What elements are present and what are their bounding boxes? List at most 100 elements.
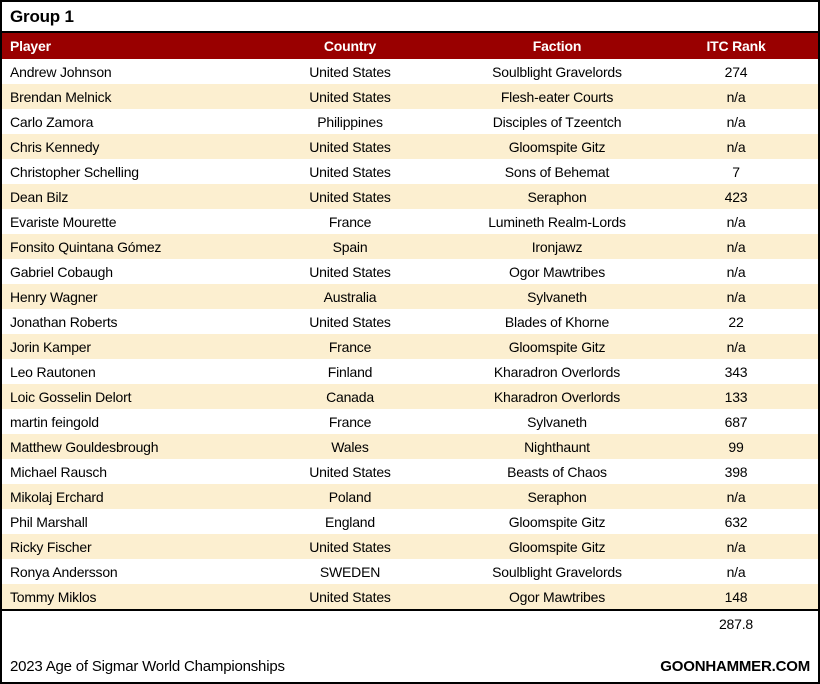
- cell-itc-rank: 687: [724, 413, 748, 430]
- cell-player: Ronya Andersson: [10, 563, 118, 580]
- group-title: Group 1: [2, 2, 818, 33]
- cell-player: Henry Wagner: [10, 288, 98, 305]
- cell-faction: Sylvaneth: [527, 413, 587, 430]
- cell-country: United States: [309, 188, 391, 205]
- footer-bar: 2023 Age of Sigmar World Championships G…: [2, 654, 818, 682]
- cell-country: Poland: [328, 488, 372, 505]
- table-row: Dean Bilz United States Seraphon 423: [2, 184, 818, 209]
- cell-player: martin feingold: [10, 413, 99, 430]
- cell-player: Andrew Johnson: [10, 63, 112, 80]
- cell-faction: Nighthaunt: [524, 438, 590, 455]
- table-row: Jonathan Roberts United States Blades of…: [2, 309, 818, 334]
- cell-country: Canada: [326, 388, 374, 405]
- cell-faction: Soulblight Gravelords: [492, 63, 622, 80]
- cell-player: Jorin Kamper: [10, 338, 91, 355]
- cell-itc-rank: n/a: [726, 488, 746, 505]
- cell-country: United States: [309, 538, 391, 555]
- cell-player: Loic Gosselin Delort: [10, 388, 132, 405]
- table-row: Fonsito Quintana Gómez Spain Ironjawz n/…: [2, 234, 818, 259]
- cell-player: Leo Rautonen: [10, 363, 96, 380]
- cell-itc-rank: n/a: [726, 238, 746, 255]
- cell-country: United States: [309, 313, 391, 330]
- cell-country: Australia: [323, 288, 377, 305]
- cell-player: Chris Kennedy: [10, 138, 100, 155]
- table-row: Jorin Kamper France Gloomspite Gitz n/a: [2, 334, 818, 359]
- cell-itc-rank: n/a: [726, 338, 746, 355]
- cell-player: Mikolaj Erchard: [10, 488, 104, 505]
- cell-faction: Gloomspite Gitz: [508, 513, 606, 530]
- cell-faction: Seraphon: [527, 488, 587, 505]
- cell-itc-rank: 274: [724, 63, 748, 80]
- table-row: Mikolaj Erchard Poland Seraphon n/a: [2, 484, 818, 509]
- table-row: Leo Rautonen Finland Kharadron Overlords…: [2, 359, 818, 384]
- cell-faction: Disciples of Tzeentch: [492, 113, 622, 130]
- cell-country: Wales: [331, 438, 369, 455]
- table-row: Ricky Fischer United States Gloomspite G…: [2, 534, 818, 559]
- spacer: [2, 637, 818, 654]
- cell-player: Evariste Mourette: [10, 213, 117, 230]
- cell-player: Gabriel Cobaugh: [10, 263, 113, 280]
- cell-country: Spain: [332, 238, 368, 255]
- table-row: Christopher Schelling United States Sons…: [2, 159, 818, 184]
- cell-country: Philippines: [317, 113, 383, 130]
- cell-itc-rank: n/a: [726, 288, 746, 305]
- cell-player: Phil Marshall: [10, 513, 88, 530]
- cell-faction: Sylvaneth: [527, 288, 587, 305]
- cell-country: United States: [309, 463, 391, 480]
- cell-player: Christopher Schelling: [10, 163, 139, 180]
- cell-faction: Lumineth Realm-Lords: [488, 213, 626, 230]
- cell-itc-rank: n/a: [726, 538, 746, 555]
- footer-brand: GOONHAMMER.COM: [660, 657, 810, 675]
- table-row: Tommy Miklos United States Ogor Mawtribe…: [2, 584, 818, 609]
- cell-country: United States: [309, 163, 391, 180]
- average-itc-rank: 287.8: [718, 616, 754, 632]
- table-row: Brendan Melnick United States Flesh-eate…: [2, 84, 818, 109]
- table-row: Chris Kennedy United States Gloomspite G…: [2, 134, 818, 159]
- cell-country: United States: [309, 588, 391, 605]
- table-row: Matthew Gouldesbrough Wales Nighthaunt 9…: [2, 434, 818, 459]
- cell-player: Fonsito Quintana Gómez: [10, 238, 162, 255]
- cell-player: Brendan Melnick: [10, 88, 112, 105]
- footer-event-title: 2023 Age of Sigmar World Championships: [10, 657, 285, 675]
- cell-itc-rank: 632: [724, 513, 748, 530]
- cell-faction: Gloomspite Gitz: [508, 338, 606, 355]
- cell-faction: Flesh-eater Courts: [500, 88, 614, 105]
- cell-country: United States: [309, 88, 391, 105]
- cell-faction: Kharadron Overlords: [493, 363, 621, 380]
- cell-faction: Blades of Khorne: [504, 313, 610, 330]
- column-header-country: Country: [323, 38, 377, 54]
- cell-country: Finland: [327, 363, 373, 380]
- table-row: Ronya Andersson SWEDEN Soulblight Gravel…: [2, 559, 818, 584]
- table-row: Henry Wagner Australia Sylvaneth n/a: [2, 284, 818, 309]
- cell-country: France: [328, 338, 372, 355]
- table-row: Loic Gosselin Delort Canada Kharadron Ov…: [2, 384, 818, 409]
- cell-itc-rank: 343: [724, 363, 748, 380]
- cell-itc-rank: n/a: [726, 263, 746, 280]
- cell-itc-rank: 148: [724, 588, 748, 605]
- cell-itc-rank: 99: [728, 438, 744, 455]
- cell-itc-rank: 398: [724, 463, 748, 480]
- cell-country: SWEDEN: [319, 563, 381, 580]
- table-row: Evariste Mourette France Lumineth Realm-…: [2, 209, 818, 234]
- cell-country: England: [325, 513, 375, 530]
- cell-itc-rank: 133: [724, 388, 748, 405]
- cell-itc-rank: 22: [728, 313, 744, 330]
- cell-country: United States: [309, 138, 391, 155]
- cell-itc-rank: n/a: [726, 138, 746, 155]
- cell-faction: Seraphon: [527, 188, 587, 205]
- cell-player: Tommy Miklos: [10, 588, 97, 605]
- cell-player: Jonathan Roberts: [10, 313, 118, 330]
- table-header-row: Player Country Faction ITC Rank: [2, 33, 818, 59]
- table-row: Carlo Zamora Philippines Disciples of Tz…: [2, 109, 818, 134]
- cell-faction: Ogor Mawtribes: [508, 588, 605, 605]
- cell-faction: Soulblight Gravelords: [492, 563, 622, 580]
- cell-player: Ricky Fischer: [10, 538, 92, 555]
- cell-faction: Sons of Behemat: [504, 163, 610, 180]
- table-row: Michael Rausch United States Beasts of C…: [2, 459, 818, 484]
- cell-itc-rank: 7: [732, 163, 740, 180]
- cell-itc-rank: 423: [724, 188, 748, 205]
- table-row: Phil Marshall England Gloomspite Gitz 63…: [2, 509, 818, 534]
- cell-itc-rank: n/a: [726, 113, 746, 130]
- cell-faction: Kharadron Overlords: [493, 388, 621, 405]
